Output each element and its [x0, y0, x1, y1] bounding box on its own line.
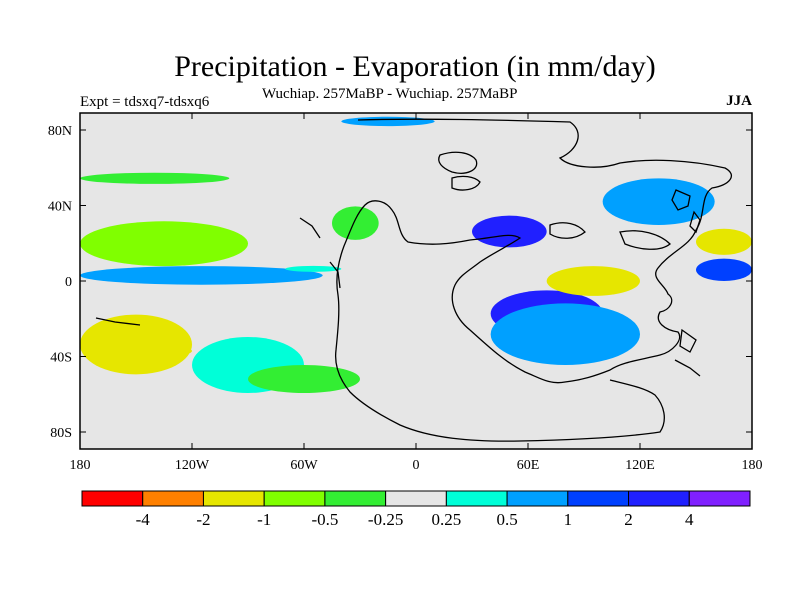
- colorbar-swatch: [81, 490, 144, 507]
- west-coast-fragments: [95, 217, 701, 377]
- plot-title: Precipitation - Evaporation (in mm/day): [174, 50, 656, 83]
- tethys-island-north: [549, 222, 586, 239]
- plot-subtitle: Wuchiap. 257MaBP - Wuchiap. 257MaBP: [262, 86, 518, 102]
- coastlines: [95, 118, 732, 442]
- x-tick-label: 180: [70, 458, 91, 473]
- colorbar-swatch: [445, 490, 508, 507]
- pangea-coastline: [334, 118, 732, 442]
- colorbar-label: 2: [624, 510, 633, 529]
- y-tick-label: 40N: [48, 200, 72, 215]
- y-tick-label: 0: [65, 275, 72, 290]
- pe-region-11: [546, 266, 640, 296]
- y-tick-label: 80S: [50, 426, 72, 441]
- pe-region-3: [80, 266, 323, 285]
- colorbar-label: 0.5: [496, 510, 517, 529]
- colorbar-swatch: [688, 490, 751, 507]
- pe-region-1: [80, 221, 248, 267]
- pe-region-7: [332, 206, 379, 240]
- tethys-island-east: [619, 230, 671, 250]
- y-tick-label: 80N: [48, 124, 72, 139]
- pe-region-14: [602, 178, 715, 226]
- axis-ticks: 180 120W 60W 0 60E 120E 180 80N 40N 0 40S 80S: [48, 113, 763, 473]
- colorbar-swatch: [385, 490, 447, 507]
- experiment-label: Expt = tdsxq7-tdsxq6: [80, 94, 210, 110]
- colorbar-label: -0.5: [311, 510, 338, 529]
- colorbar-label: -1: [257, 510, 271, 529]
- east-coast-islands: [671, 189, 701, 353]
- colorbar-label: -0.25: [368, 510, 403, 529]
- pe-region-8: [472, 215, 547, 248]
- northern-island: [438, 151, 478, 174]
- colorbar-swatch: [142, 490, 204, 507]
- colorbar-label: 0.25: [431, 510, 461, 529]
- colorbar-label: -2: [196, 510, 210, 529]
- colorbar-swatch: [506, 490, 569, 507]
- x-tick-label: 120W: [175, 458, 210, 473]
- pe-region-13: [696, 258, 752, 281]
- colorbar-label: -4: [136, 510, 151, 529]
- x-tick-label: 180: [742, 458, 763, 473]
- pe-region-5: [154, 346, 192, 356]
- pe-contour-fields: [80, 116, 752, 393]
- pe-region-12: [696, 228, 752, 255]
- colorbar-swatch: [202, 490, 265, 507]
- x-tick-label: 120E: [625, 458, 655, 473]
- inland-sea: [451, 175, 481, 191]
- x-tick-label: 60E: [517, 458, 540, 473]
- x-tick-label: 0: [413, 458, 420, 473]
- pe-region-2: [80, 172, 230, 184]
- pe-region-4: [80, 314, 192, 375]
- y-tick-label: 40S: [50, 351, 72, 366]
- colorbar-label: 1: [564, 510, 573, 529]
- colorbar-swatch: [263, 490, 326, 507]
- pe-region-6: [285, 265, 342, 272]
- colorbar-swatch: [567, 490, 630, 507]
- pe-region-10: [490, 303, 640, 366]
- colorbar-label: 4: [685, 510, 694, 529]
- pe-region-17: [341, 116, 435, 127]
- season-label: JJA: [726, 93, 752, 109]
- colorbar: -4 -2 -1 -0.5 -0.25 0.25 0.5 1 2 4: [81, 490, 751, 529]
- colorbar-swatch: [324, 490, 387, 507]
- x-tick-label: 60W: [290, 458, 318, 473]
- pe-region-16: [248, 365, 360, 393]
- colorbar-swatch: [628, 490, 690, 507]
